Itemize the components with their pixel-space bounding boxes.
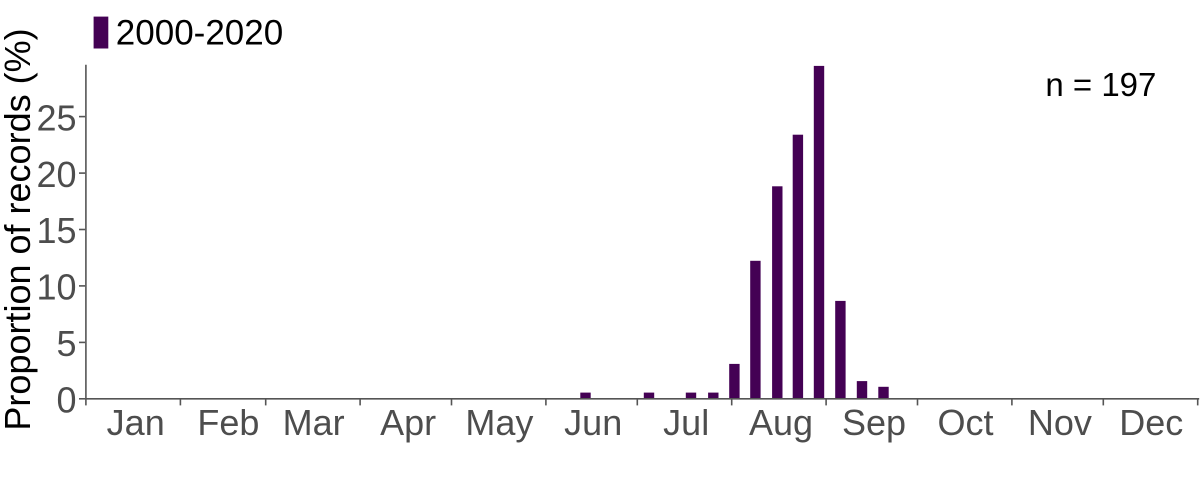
svg-text:Jan: Jan (107, 402, 165, 443)
svg-text:Mar: Mar (283, 402, 345, 443)
svg-text:Aug: Aug (749, 402, 813, 443)
svg-text:Nov: Nov (1028, 402, 1092, 443)
svg-text:May: May (465, 402, 533, 443)
svg-text:Jun: Jun (564, 402, 622, 443)
svg-text:n = 197: n = 197 (1045, 66, 1156, 103)
svg-text:Proportion of records (%): Proportion of records (%) (0, 28, 38, 430)
svg-text:20: 20 (36, 154, 76, 195)
svg-text:Apr: Apr (380, 402, 436, 443)
svg-text:Dec: Dec (1119, 402, 1183, 443)
svg-text:15: 15 (36, 210, 76, 251)
svg-text:Jul: Jul (663, 402, 709, 443)
svg-text:5: 5 (56, 323, 76, 364)
svg-text:10: 10 (36, 267, 76, 308)
svg-text:Feb: Feb (197, 402, 259, 443)
svg-text:Sep: Sep (842, 402, 906, 443)
svg-text:Oct: Oct (937, 402, 993, 443)
svg-text:25: 25 (36, 97, 76, 138)
svg-text:2000-2020: 2000-2020 (116, 14, 283, 53)
svg-text:0: 0 (56, 380, 76, 421)
